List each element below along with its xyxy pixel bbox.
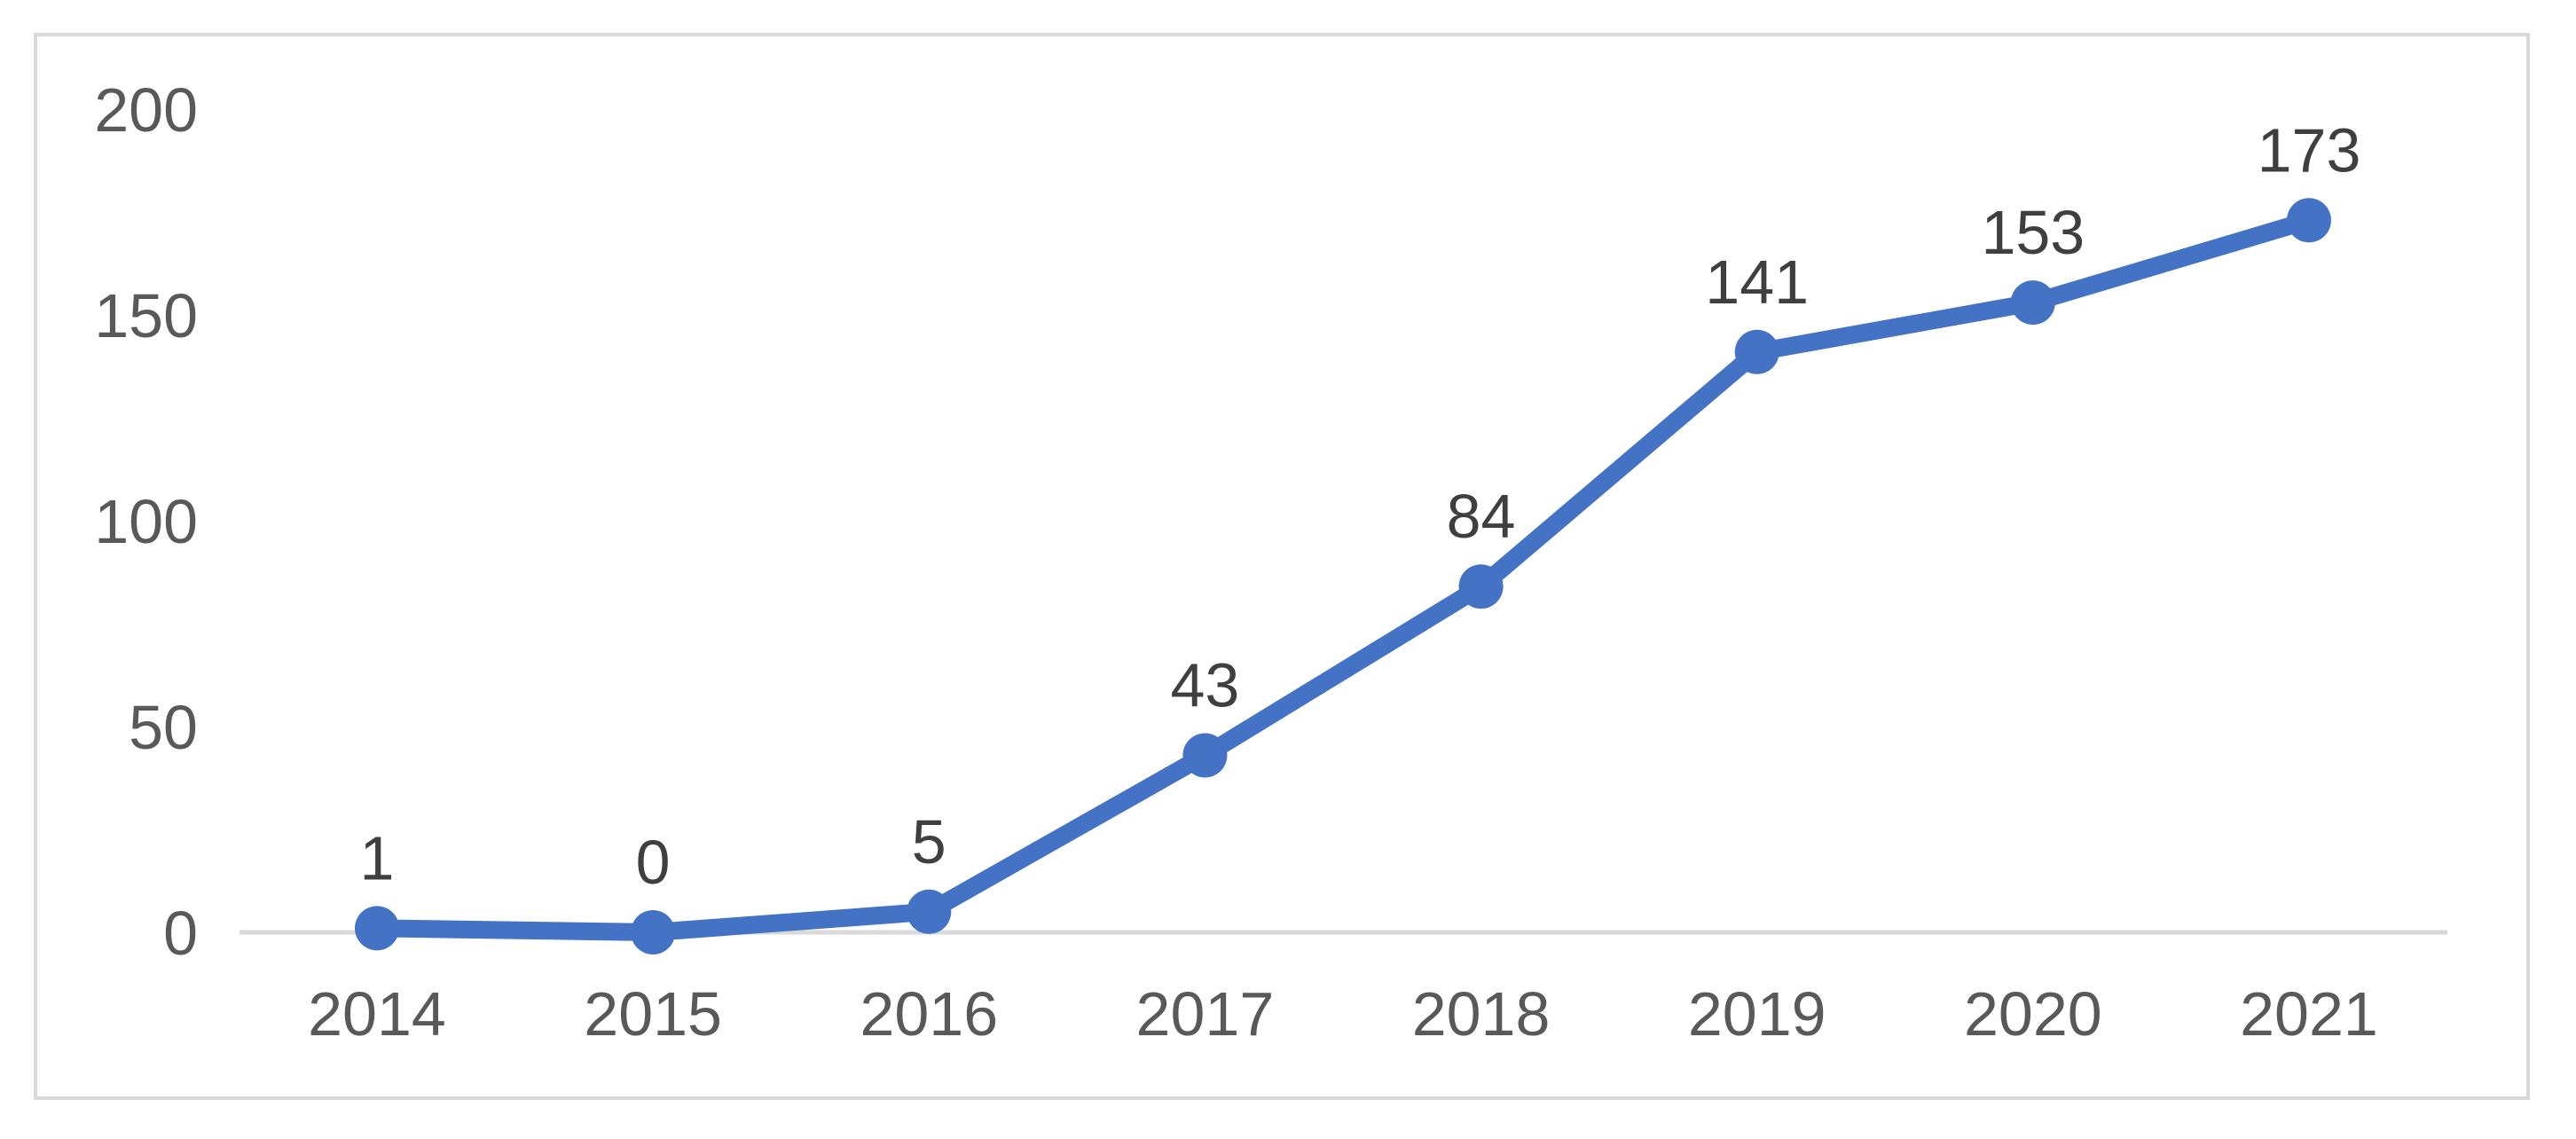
data-point-2021 [2286, 198, 2331, 243]
data-point-2016 [907, 889, 952, 934]
data-point-2017 [1182, 733, 1228, 778]
data-point-2015 [631, 910, 676, 954]
x-tick-label-2019: 2019 [1688, 979, 1826, 1049]
data-label-2016: 5 [912, 807, 946, 876]
data-label-2014: 1 [360, 823, 395, 892]
data-point-2020 [2010, 280, 2055, 326]
series-line [368, 211, 2318, 941]
y-tick-label-200: 200 [94, 75, 198, 145]
y-tick-label-50: 50 [129, 693, 198, 762]
data-point-2019 [1734, 329, 1779, 374]
x-tick-label-2020: 2020 [1964, 979, 2102, 1049]
data-label-2021: 173 [2258, 115, 2361, 185]
data-label-2020: 153 [1981, 198, 2085, 267]
x-tick-label-2015: 2015 [584, 979, 722, 1049]
data-point-2018 [1458, 564, 1504, 609]
y-tick-label-150: 150 [94, 281, 198, 350]
x-tick-label-2017: 2017 [1136, 979, 1275, 1049]
chart-border [34, 33, 2530, 1100]
y-tick-label-0: 0 [163, 899, 198, 968]
data-label-2018: 84 [1447, 482, 1516, 551]
data-point-2014 [355, 906, 399, 951]
y-tick-label-100: 100 [94, 487, 198, 556]
x-tick-label-2014: 2014 [308, 979, 446, 1049]
data-label-2017: 43 [1170, 650, 1239, 719]
x-tick-label-2021: 2021 [2240, 979, 2378, 1049]
data-label-2015: 0 [636, 828, 671, 897]
data-label-2019: 141 [1705, 247, 1809, 317]
x-tick-label-2018: 2018 [1412, 979, 1551, 1049]
x-tick-label-2016: 2016 [860, 979, 998, 1049]
